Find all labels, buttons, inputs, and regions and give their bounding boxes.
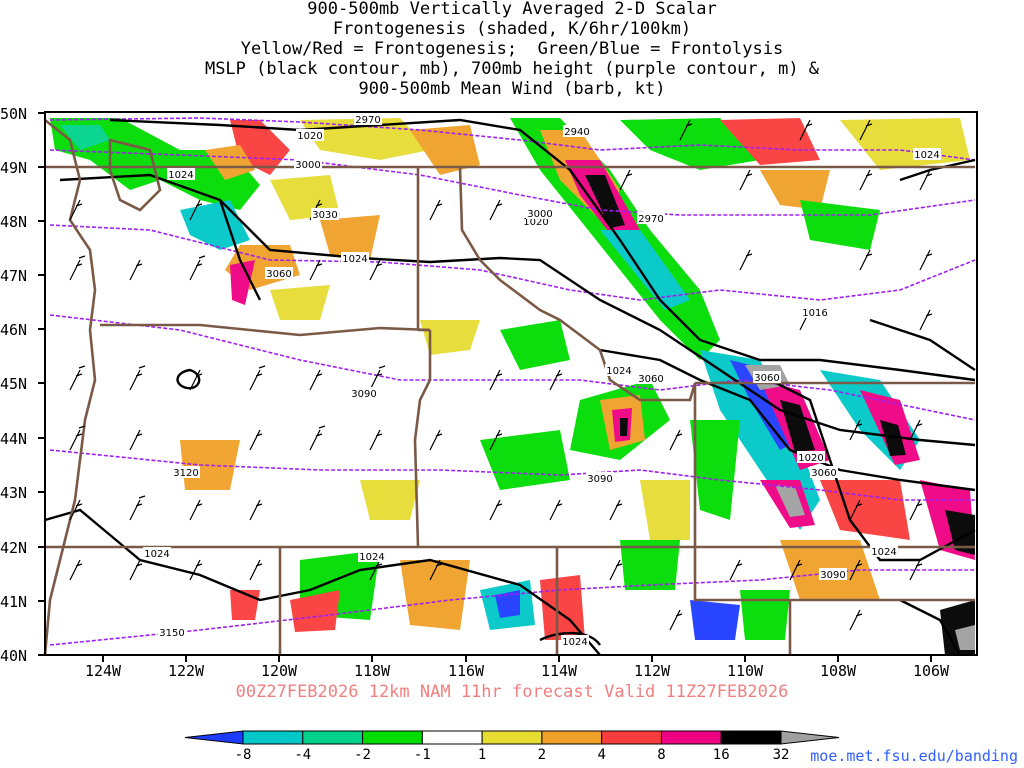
lat-label: 45N — [0, 375, 27, 393]
colorbar-label: 8 — [657, 747, 665, 763]
colorbar: -8 -4 -2 -1 1 2 4 8 16 32 — [184, 730, 840, 763]
colorbar-segment — [302, 730, 364, 745]
colorbar-segment — [242, 730, 304, 745]
height-label: 3060 — [811, 468, 836, 479]
map-panel: 1020 1024 1024 1020 1024 1024 1016 1020 … — [43, 111, 978, 656]
lat-label: 49N — [0, 159, 27, 177]
mslp-label: 1020 — [523, 217, 548, 228]
title-line-3: Yellow/Red = Frontogenesis; Green/Blue =… — [240, 39, 784, 59]
height-label: 3060 — [754, 373, 779, 384]
mslp-label: 1024 — [144, 549, 169, 560]
state-borders — [43, 118, 975, 656]
colorbar-label: 16 — [713, 747, 730, 763]
lat-label: 48N — [0, 213, 27, 231]
height-label: 3090 — [820, 570, 845, 581]
colorbar-label: -4 — [294, 747, 311, 763]
lon-label: 116W — [448, 662, 485, 680]
title-line-1: 900-500mb Vertically Averaged 2-D Scalar — [307, 0, 717, 19]
mslp-label: 1020 — [798, 453, 823, 464]
mslp-label: 1024 — [168, 170, 193, 181]
lat-label: 41N — [0, 593, 27, 611]
colorbar-label: -1 — [414, 747, 431, 763]
lon-label: 120W — [261, 662, 298, 680]
lon-label: 110W — [727, 662, 764, 680]
colorbar-segment — [720, 730, 782, 745]
colorbar-label: -8 — [235, 747, 252, 763]
mslp-label: 1024 — [562, 637, 587, 648]
lat-label: 46N — [0, 321, 27, 339]
height-label: 3000 — [295, 160, 320, 171]
lat-label: 44N — [0, 430, 27, 448]
height-label: 3060 — [638, 374, 663, 385]
lat-label: 40N — [0, 647, 27, 665]
lon-label: 112W — [634, 662, 671, 680]
colorbar-segment — [421, 730, 483, 745]
title-line-2: Frontogenesis (shaded, K/6hr/100km) — [332, 19, 692, 39]
colorbar-segment — [184, 730, 244, 745]
mslp-label: 1020 — [297, 131, 322, 142]
mslp-label: 1024 — [914, 150, 939, 161]
colorbar-label: 4 — [597, 747, 605, 763]
mslp-label: 1024 — [342, 254, 367, 265]
height-label: 3060 — [266, 269, 291, 280]
mslp-label: 1024 — [606, 366, 631, 377]
lon-label: 106W — [913, 662, 950, 680]
height-label: 3090 — [351, 389, 376, 400]
height-label: 2970 — [638, 214, 663, 225]
height-label: 3000 — [527, 209, 552, 220]
valid-time-line: 00Z27FEB2026 12km NAM 11hr forecast Vali… — [235, 682, 789, 702]
height-label: 2940 — [564, 127, 589, 138]
title-line-5: 900-500mb Mean Wind (barb, kt) — [358, 79, 666, 99]
latitude-axis: 50N 49N 48N 47N 46N 45N 44N 43N 42N 41N … — [0, 105, 45, 665]
height-label: 3090 — [587, 474, 612, 485]
height-label: 3150 — [159, 628, 184, 639]
longitude-axis: 124W 122W 120W 118W 116W 114W 112W 110W … — [85, 655, 950, 680]
colorbar-segment — [601, 730, 662, 745]
lon-label: 108W — [820, 662, 857, 680]
lat-label: 42N — [0, 539, 27, 557]
colorbar-segment — [481, 730, 543, 745]
lat-label: 43N — [0, 484, 27, 502]
mslp-label: 1024 — [871, 547, 896, 558]
colorbar-segment — [660, 730, 722, 745]
wind-barbs — [69, 119, 933, 631]
lon-label: 122W — [168, 662, 205, 680]
frontogenesis-shading — [50, 118, 975, 655]
lat-label: 47N — [0, 267, 27, 285]
lon-label: 118W — [354, 662, 391, 680]
colorbar-segment — [780, 730, 840, 745]
mslp-label: 1016 — [802, 308, 827, 319]
mslp-contours — [44, 118, 976, 656]
lon-label: 114W — [541, 662, 578, 680]
height-label: 3030 — [312, 210, 337, 221]
lat-label: 50N — [0, 105, 27, 123]
colorbar-label: 32 — [773, 747, 790, 763]
contour-labels: 1020 1024 1024 1020 1024 1024 1016 1020 … — [143, 113, 941, 648]
map-title: 900-500mb Vertically Averaged 2-D Scalar… — [0, 0, 1024, 99]
credit-url[interactable]: moe.met.fsu.edu/banding — [810, 747, 1018, 765]
title-line-4: MSLP (black contour, mb), 700mb height (… — [204, 59, 820, 79]
colorbar-label: 2 — [538, 747, 546, 763]
colorbar-segment — [541, 730, 603, 745]
colorbar-label: -2 — [354, 747, 371, 763]
height-label: 2970 — [355, 115, 380, 126]
colorbar-label: 1 — [478, 747, 486, 763]
lon-label: 124W — [85, 662, 122, 680]
height-label: 3120 — [173, 468, 198, 479]
colorbar-segment — [362, 730, 423, 745]
mslp-label: 1024 — [359, 552, 384, 563]
